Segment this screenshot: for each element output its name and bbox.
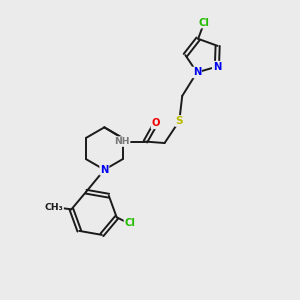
Text: O: O — [152, 118, 160, 128]
Text: N: N — [193, 68, 201, 77]
Text: NH: NH — [114, 137, 130, 146]
Text: Cl: Cl — [199, 18, 209, 28]
Text: N: N — [100, 165, 109, 175]
Text: S: S — [176, 116, 183, 126]
Text: N: N — [213, 62, 221, 72]
Text: Cl: Cl — [124, 218, 135, 228]
Text: CH₃: CH₃ — [44, 203, 63, 212]
